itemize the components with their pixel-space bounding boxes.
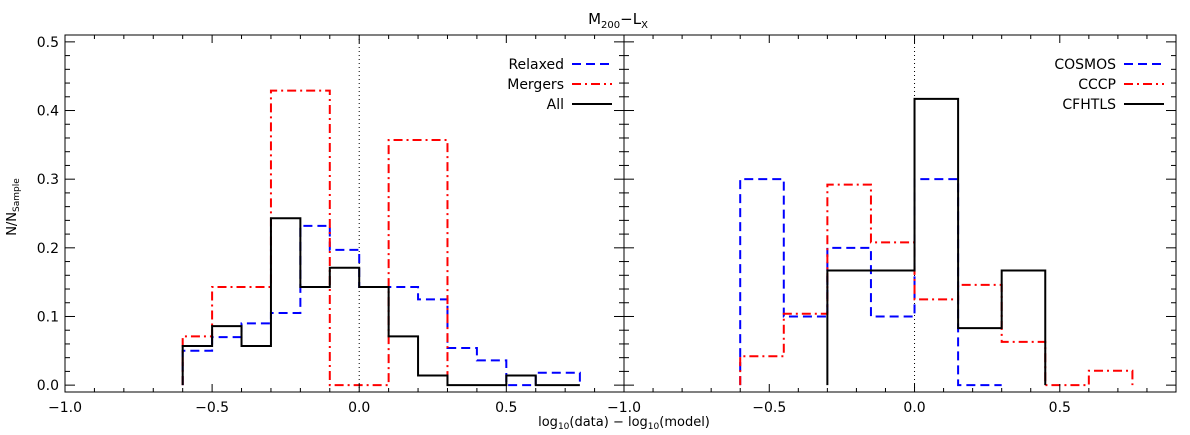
x-tick-label: 0.5 (495, 400, 517, 416)
panel-left: −1.0 −0.5 0.0 0.5 0.0 0.1 0.2 0.3 0.4 0.5 Relaxed M… (37, 34, 625, 416)
y-tick-label: 0.4 (37, 104, 59, 120)
legend-label-cccp: CCCP (1078, 77, 1116, 93)
y-axis-label: N/NSample (5, 178, 22, 236)
y-tick-label: 0.1 (37, 309, 59, 325)
histogram-series-relaxed (181, 224, 581, 387)
legend-label-cfhtls: CFHTLS (1062, 97, 1116, 113)
x-tick-label: 0.5 (1049, 400, 1071, 416)
legend-label-cosmos: COSMOS (1054, 57, 1116, 73)
x-tick-label: −0.5 (752, 400, 786, 416)
x-tick-label: −1.0 (48, 400, 82, 416)
legend-label-mergers: Mergers (507, 77, 564, 93)
legend-label-all: All (547, 97, 564, 113)
plot-frame (623, 34, 1177, 393)
x-tick-label: −1.0 (607, 400, 641, 416)
histogram-series-cccp (739, 183, 1134, 387)
histogram-series-all (181, 217, 580, 387)
y-tick-label: 0.2 (37, 241, 59, 257)
histogram-series-cfhtls (826, 97, 1047, 386)
histogram-series-mergers (181, 89, 449, 387)
legend-label-relaxed: Relaxed (508, 57, 564, 73)
x-axis-label: log10(data) − log10(model) (538, 415, 710, 432)
y-tick-label: 0.3 (37, 172, 59, 188)
y-tick-label: 0.0 (37, 378, 59, 394)
x-tick-label: 0.0 (348, 400, 370, 416)
chart-title: M200−LX (588, 10, 648, 31)
x-tick-label: 0.0 (903, 400, 925, 416)
y-tick-label: 0.5 (37, 35, 59, 51)
x-tick-label: −0.5 (195, 400, 229, 416)
panel-right: −1.0 −0.5 0.0 0.5 COSMOS CCCP CFHTLS (607, 34, 1177, 416)
